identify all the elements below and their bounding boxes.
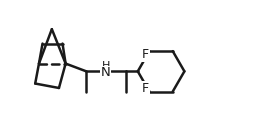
Text: F: F xyxy=(142,48,149,61)
Text: H: H xyxy=(101,61,110,71)
Text: N: N xyxy=(101,66,110,79)
Text: F: F xyxy=(142,82,149,95)
